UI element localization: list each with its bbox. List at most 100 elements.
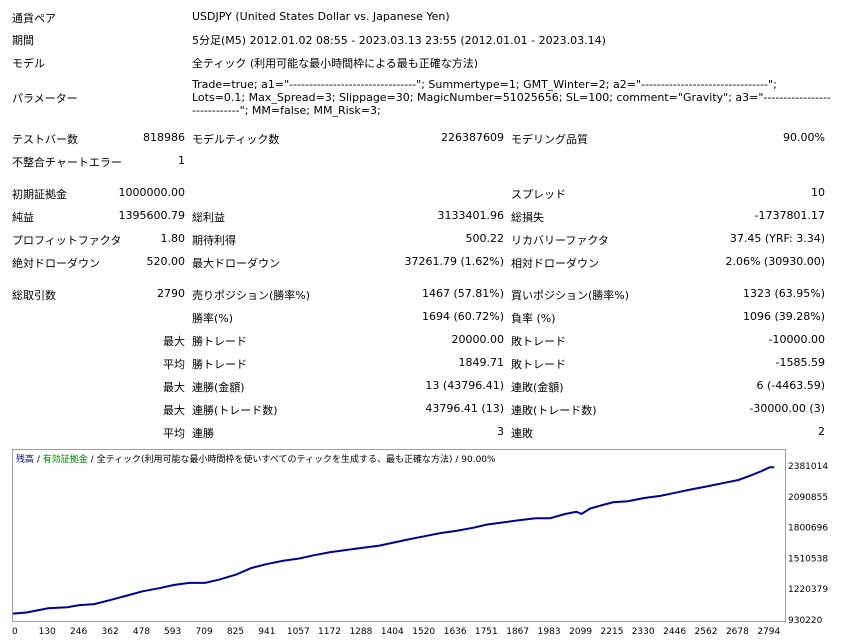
x-tick-label: 1288 xyxy=(349,627,372,637)
recovery-factor-label: リカバリーファクタ xyxy=(511,234,609,247)
largest-win-label: 勝トレード xyxy=(192,335,247,348)
avg-consec-wins-label: 連勝 xyxy=(192,427,214,440)
largest-prefix: 最大 xyxy=(163,335,185,348)
y-tick-label: 2381014 xyxy=(788,462,828,472)
net-profit-label: 純益 xyxy=(12,211,34,224)
largest-win-value: 20000.00 xyxy=(451,333,505,346)
profit-factor-value: 1.80 xyxy=(160,232,186,245)
legend-separator: / xyxy=(87,455,97,465)
bars-value: 818986 xyxy=(143,131,185,144)
x-tick-label: 2794 xyxy=(757,627,780,637)
x-tick-label: 2678 xyxy=(726,627,749,637)
rel-drawdown-value: 2.06% (30930.00) xyxy=(725,255,825,268)
x-tick-label: 2446 xyxy=(663,627,686,637)
mismatch-value: 1 xyxy=(178,154,185,167)
x-tick-label: 1172 xyxy=(318,627,341,637)
x-tick-label: 1057 xyxy=(287,627,310,637)
x-tick-label: 2215 xyxy=(601,627,624,637)
spread-value: 10 xyxy=(811,186,825,199)
x-tick-label: 1404 xyxy=(381,627,404,637)
recovery-factor-value: 37.45 (YRF: 3.34) xyxy=(729,232,825,245)
x-tick-label: 1867 xyxy=(506,627,529,637)
avg-win-label: 勝トレード xyxy=(192,358,247,371)
max-consec-losses-label: 連敗(金額) xyxy=(511,381,564,394)
gross-profit-label: 総利益 xyxy=(192,211,225,224)
long-positions-value: 1323 (63.95%) xyxy=(742,287,825,300)
max-consec-count-prefix: 最大 xyxy=(163,404,185,417)
x-tick-label: 709 xyxy=(196,627,213,637)
y-tick-label: 2090855 xyxy=(788,493,828,503)
x-tick-label: 362 xyxy=(102,627,119,637)
x-tick-label: 130 xyxy=(39,627,56,637)
y-tick-label: 1800696 xyxy=(788,524,828,534)
total-trades-value: 2790 xyxy=(157,287,185,300)
max-consec-profit-label: 連勝(トレード数) xyxy=(192,404,278,417)
max-consec-loss-value: -30000.00 (3) xyxy=(749,402,825,415)
avg-consec-wins-value: 3 xyxy=(497,425,504,438)
legend-balance: 残高 xyxy=(16,455,35,465)
x-tick-label: 2562 xyxy=(695,627,718,637)
expected-payoff-value: 500.22 xyxy=(465,232,505,245)
balance-chart-panel: 残高 / 有効証拠金 / 全ティック(利用可能な最小時間枠を使いすべてのティック… xyxy=(12,449,786,622)
net-profit-value: 1395600.79 xyxy=(118,209,185,222)
short-positions-value: 1467 (57.81%) xyxy=(421,287,504,300)
max-drawdown-value: 37261.79 (1.62%) xyxy=(404,255,504,268)
largest-loss-value: -10000.00 xyxy=(768,333,825,346)
long-positions-label: 買いポジション(勝率%) xyxy=(511,289,630,302)
gross-loss-value: -1737801.17 xyxy=(754,209,825,222)
total-trades-label: 総取引数 xyxy=(12,289,56,302)
legend-model: 全ティック(利用可能な最小時間枠を使いすべてのティックを生成する、最も正確な方法… xyxy=(96,455,496,465)
x-tick-label: 593 xyxy=(164,627,181,637)
rel-drawdown-label: 相対ドローダウン xyxy=(511,257,599,270)
balance-line xyxy=(13,466,775,615)
x-tick-label: 1636 xyxy=(444,627,467,637)
chart-legend: 残高 / 有効証拠金 / 全ティック(利用可能な最小時間枠を使いすべてのティック… xyxy=(16,452,496,465)
deposit-label: 初期証拠金 xyxy=(12,188,67,201)
avg-loss-value: -1585.59 xyxy=(775,356,825,369)
win-rate-value: 1694 (60.72%) xyxy=(421,310,504,323)
quality-label: モデリング品質 xyxy=(511,133,588,146)
avg-consec-losses-value: 2 xyxy=(818,425,825,438)
avg-loss-label: 敗トレード xyxy=(511,358,566,371)
y-tick-label: 1510538 xyxy=(788,555,828,565)
bars-label: テストバー数 xyxy=(12,133,78,146)
average-prefix: 平均 xyxy=(163,358,185,371)
quality-value: 90.00% xyxy=(783,131,825,144)
ticks-value: 226387609 xyxy=(441,131,504,144)
loss-rate-value: 1096 (39.28%) xyxy=(742,310,825,323)
x-tick-label: 2330 xyxy=(632,627,655,637)
short-positions-label: 売りポジション(勝率%) xyxy=(192,289,311,302)
abs-drawdown-value: 520.00 xyxy=(146,255,186,268)
max-consec-prefix: 最大 xyxy=(163,381,185,394)
deposit-value: 1000000.00 xyxy=(118,186,185,199)
max-drawdown-label: 最大ドローダウン xyxy=(192,257,280,270)
y-tick-label: 1220379 xyxy=(788,585,828,595)
x-tick-label: 246 xyxy=(70,627,87,637)
max-consec-losses-value: 6 (-4463.59) xyxy=(756,379,825,392)
loss-rate-label: 負率 (%) xyxy=(511,312,556,325)
model-value: 全ティック (利用可能な最小時間枠による最も正確な方法) xyxy=(192,57,479,70)
balance-chart xyxy=(13,466,775,615)
model-label: モデル xyxy=(12,57,45,70)
mismatch-label: 不整合チャートエラー xyxy=(12,156,122,169)
symbol-label: 通貨ペア xyxy=(12,12,56,25)
spread-label: スプレッド xyxy=(511,188,566,201)
max-consec-wins-label: 連勝(金額) xyxy=(192,381,245,394)
params-label: パラメーター xyxy=(12,92,78,105)
legend-separator: / xyxy=(34,455,43,465)
x-tick-label: 1520 xyxy=(412,627,435,637)
y-tick-label: 930220 xyxy=(788,616,823,626)
avg-win-value: 1849.71 xyxy=(458,356,505,369)
params-value: Trade=true; a1="------------------------… xyxy=(192,78,831,117)
abs-drawdown-label: 絶対ドローダウン xyxy=(12,257,100,270)
legend-equity: 有効証拠金 xyxy=(42,455,88,465)
expected-payoff-label: 期待利得 xyxy=(192,234,236,247)
x-tick-label: 825 xyxy=(227,627,244,637)
x-tick-label: 0 xyxy=(12,627,18,637)
x-tick-label: 1983 xyxy=(538,627,561,637)
largest-loss-label: 敗トレード xyxy=(511,335,566,348)
symbol-value: USDJPY (United States Dollar vs. Japanes… xyxy=(192,10,450,23)
x-tick-label: 478 xyxy=(133,627,150,637)
x-tick-label: 1751 xyxy=(475,627,498,637)
